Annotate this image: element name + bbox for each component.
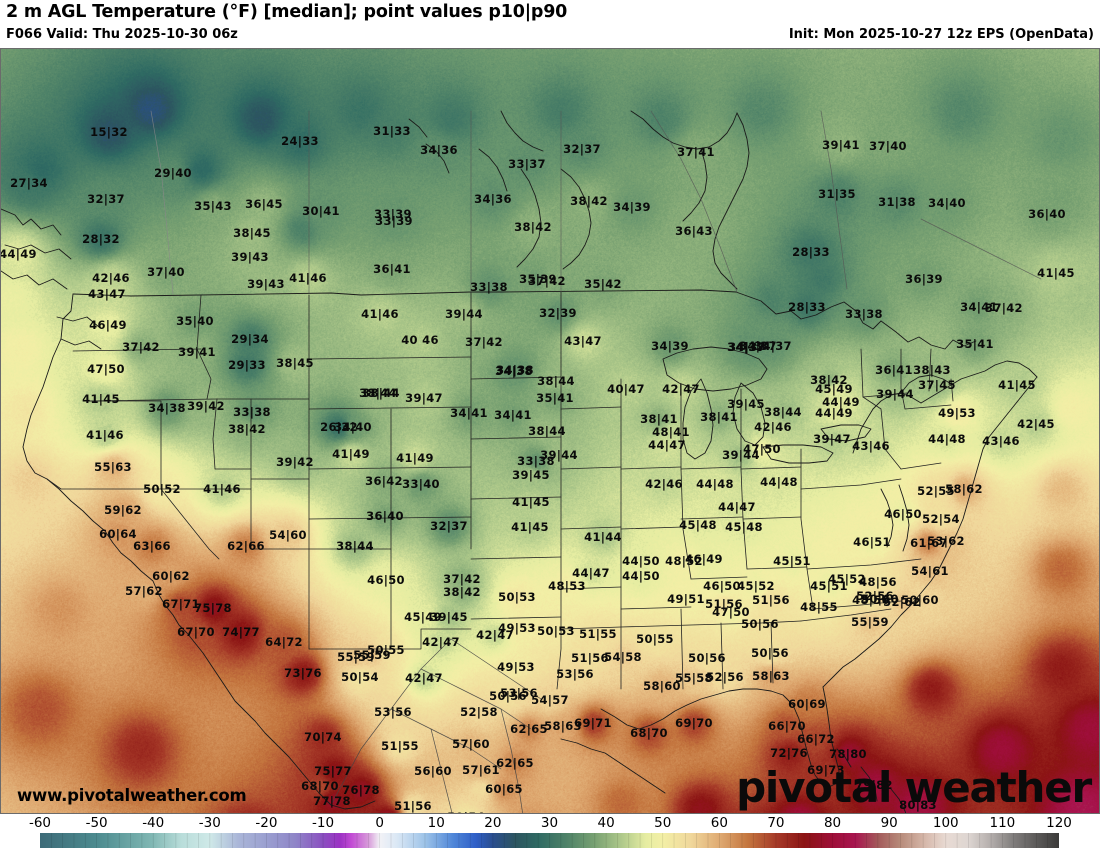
colorbar-tick: 50 xyxy=(654,815,672,831)
valid-time-label: F066 Valid: Thu 2025-10-30 06z xyxy=(6,27,238,42)
colorbar-tick: 60 xyxy=(710,815,728,831)
site-url-watermark: www.pivotalweather.com xyxy=(17,786,247,805)
map-boundaries-overlay xyxy=(1,110,1042,813)
colorbar-tick: 40 xyxy=(597,815,615,831)
colorbar: -60 -50 -40 -30 -20 -10 0 10 20 30 40 50 60 70 80 90 100… xyxy=(0,814,1100,850)
colorbar-tick: 10 xyxy=(427,815,445,831)
colorbar-tick: -10 xyxy=(312,815,335,831)
colorbar-tick: 30 xyxy=(540,815,559,831)
map-container[interactable]: 15|32 24|33 27|34 29|40 32|37 35|43 36|45 30|41… xyxy=(0,48,1100,814)
colorbar-tick: 90 xyxy=(880,815,898,831)
temperature-raster xyxy=(1,49,1099,813)
colorbar-tick: 0 xyxy=(375,815,384,831)
colorbar-tick: 70 xyxy=(767,815,785,831)
colorbar-tick: 100 xyxy=(932,815,959,831)
page-header: 2 m AGL Temperature (°F) [median]; point… xyxy=(0,0,1100,48)
colorbar-tick: -20 xyxy=(255,815,278,831)
colorbar-tick: 110 xyxy=(989,815,1016,831)
init-time-label: Init: Mon 2025-10-27 12z EPS (OpenData) xyxy=(788,27,1094,42)
colorbar-tick: -30 xyxy=(198,815,221,831)
colorbar-tick: -60 xyxy=(28,815,52,831)
colorbar-tick-labels: -60 -50 -40 -30 -20 -10 0 10 20 30 40 50 60 70 80 90 100… xyxy=(0,814,1100,832)
colorbar-tick: 20 xyxy=(484,815,502,831)
colorbar-gradient xyxy=(40,833,1059,848)
colorbar-tick: 80 xyxy=(823,815,842,831)
page-title: 2 m AGL Temperature (°F) [median]; point… xyxy=(6,2,568,22)
colorbar-tick: 120 xyxy=(1046,815,1072,831)
brand-watermark: pivotal weather xyxy=(736,763,1092,812)
colorbar-tick: -50 xyxy=(85,815,108,831)
colorbar-tick: -40 xyxy=(142,815,165,831)
